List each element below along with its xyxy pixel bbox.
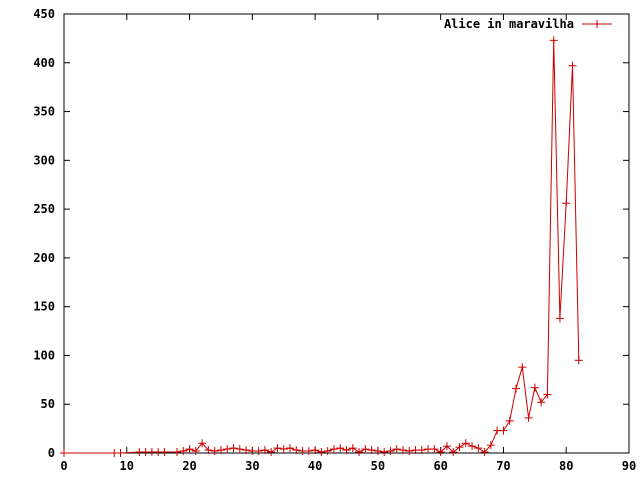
data-point <box>417 446 426 455</box>
data-point <box>574 356 583 365</box>
data-point <box>367 446 376 455</box>
data-point <box>229 444 238 453</box>
data-point <box>562 199 571 208</box>
data-point <box>505 416 514 425</box>
legend-plus-marker <box>593 20 601 28</box>
y-tick-label: 50 <box>41 397 55 411</box>
x-tick-label: 30 <box>245 459 259 473</box>
data-point <box>342 446 351 455</box>
y-tick-label: 450 <box>33 7 55 21</box>
data-point <box>455 443 464 452</box>
data-point <box>311 446 320 455</box>
data-point <box>568 61 577 70</box>
data-point <box>399 446 407 455</box>
data-point <box>549 36 558 45</box>
x-tick-label: 70 <box>496 459 510 473</box>
x-tick-label: 40 <box>308 459 322 473</box>
data-point <box>537 398 546 407</box>
y-tick-label: 100 <box>33 348 55 362</box>
legend: Alice in maravilha <box>444 17 612 31</box>
data-point <box>173 448 181 457</box>
data-point <box>543 390 552 399</box>
data-point <box>292 446 301 455</box>
data-point <box>405 447 414 456</box>
data-point <box>555 314 564 323</box>
y-tick-label: 350 <box>33 105 55 119</box>
data-point <box>373 447 382 456</box>
data-point <box>235 445 244 454</box>
data-point <box>392 445 401 454</box>
y-tick-label: 250 <box>33 202 55 216</box>
data-point <box>361 445 370 454</box>
data-point <box>348 444 357 453</box>
x-tick-label: 50 <box>371 459 385 473</box>
data-point <box>386 447 395 456</box>
data-point <box>512 384 520 393</box>
data-point <box>60 449 68 457</box>
data-point <box>436 448 445 457</box>
data-point <box>468 442 477 451</box>
y-tick-label: 0 <box>48 446 55 460</box>
data-point <box>474 444 483 453</box>
x-tick-label: 60 <box>433 459 447 473</box>
data-point <box>286 444 294 453</box>
data-point <box>336 444 345 453</box>
x-tick-label: 90 <box>622 459 636 473</box>
x-tick-label: 10 <box>120 459 134 473</box>
data-point <box>304 447 313 456</box>
data-point <box>185 445 194 454</box>
data-point <box>216 446 225 455</box>
data-point <box>179 447 188 456</box>
legend-marker <box>593 20 601 28</box>
x-tick-label: 20 <box>182 459 196 473</box>
data-point <box>442 442 451 451</box>
data-point <box>191 447 200 456</box>
data-point <box>279 445 288 454</box>
series-layer <box>60 36 583 457</box>
y-tick-label: 200 <box>33 251 55 265</box>
x-tick-label: 0 <box>60 459 67 473</box>
data-point <box>267 448 276 457</box>
data-point <box>160 448 169 457</box>
data-point <box>449 448 458 457</box>
data-point <box>518 363 527 372</box>
data-point <box>329 445 338 454</box>
data-point <box>461 439 470 448</box>
data-point <box>198 439 207 448</box>
series-line <box>64 40 580 454</box>
data-point <box>116 449 125 457</box>
legend-label: Alice in maravilha <box>444 17 574 31</box>
data-point <box>260 446 269 455</box>
data-point <box>210 447 219 456</box>
data-point <box>323 447 332 456</box>
data-point <box>486 441 495 450</box>
data-point <box>480 448 489 457</box>
data-point <box>273 444 282 453</box>
data-point <box>499 426 508 435</box>
plot-frame <box>63 13 630 454</box>
y-tick-label: 150 <box>33 300 55 314</box>
data-point <box>524 413 533 422</box>
x-tick-label: 80 <box>559 459 573 473</box>
data-point <box>380 448 389 457</box>
y-tick-label: 300 <box>33 153 55 167</box>
data-point <box>430 445 439 454</box>
data-point <box>242 446 251 455</box>
data-point <box>317 448 326 457</box>
axis-ticks: 0 10 20 30 40 50 60 70 80 90 0 50 100 150 200 250 300 350… <box>33 7 636 473</box>
data-point <box>204 446 213 455</box>
y-tick-label: 400 <box>33 56 55 70</box>
data-point <box>530 383 539 392</box>
data-point <box>355 448 364 457</box>
data-point <box>223 445 232 454</box>
data-point <box>254 447 263 456</box>
